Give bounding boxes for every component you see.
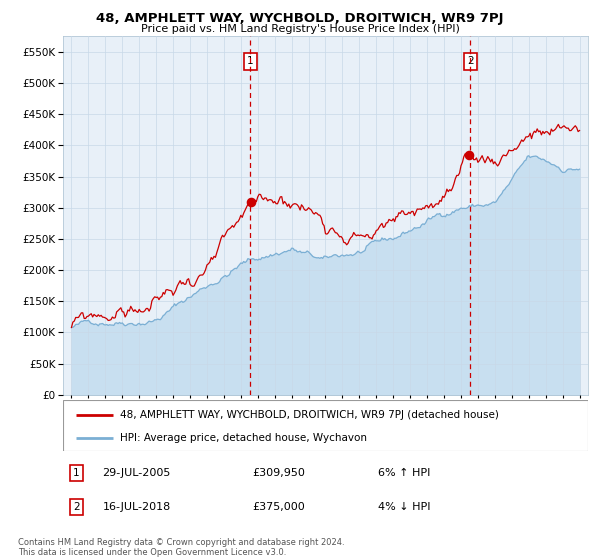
Text: Price paid vs. HM Land Registry's House Price Index (HPI): Price paid vs. HM Land Registry's House … <box>140 24 460 34</box>
Text: 4% ↓ HPI: 4% ↓ HPI <box>378 502 431 512</box>
Text: Contains HM Land Registry data © Crown copyright and database right 2024.
This d: Contains HM Land Registry data © Crown c… <box>18 538 344 557</box>
Text: 48, AMPHLETT WAY, WYCHBOLD, DROITWICH, WR9 7PJ: 48, AMPHLETT WAY, WYCHBOLD, DROITWICH, W… <box>96 12 504 25</box>
Text: 2: 2 <box>73 502 79 512</box>
Text: 16-JUL-2018: 16-JUL-2018 <box>103 502 170 512</box>
Text: 48, AMPHLETT WAY, WYCHBOLD, DROITWICH, WR9 7PJ (detached house): 48, AMPHLETT WAY, WYCHBOLD, DROITWICH, W… <box>120 409 499 419</box>
Text: 1: 1 <box>247 57 254 67</box>
Text: 6% ↑ HPI: 6% ↑ HPI <box>378 468 430 478</box>
Point <box>464 151 474 160</box>
FancyBboxPatch shape <box>63 400 588 451</box>
Text: 2: 2 <box>467 57 473 67</box>
Point <box>246 197 256 206</box>
Text: 29-JUL-2005: 29-JUL-2005 <box>103 468 171 478</box>
Text: £309,950: £309,950 <box>252 468 305 478</box>
Text: HPI: Average price, detached house, Wychavon: HPI: Average price, detached house, Wych… <box>120 433 367 443</box>
Text: 1: 1 <box>73 468 79 478</box>
Text: £375,000: £375,000 <box>252 502 305 512</box>
